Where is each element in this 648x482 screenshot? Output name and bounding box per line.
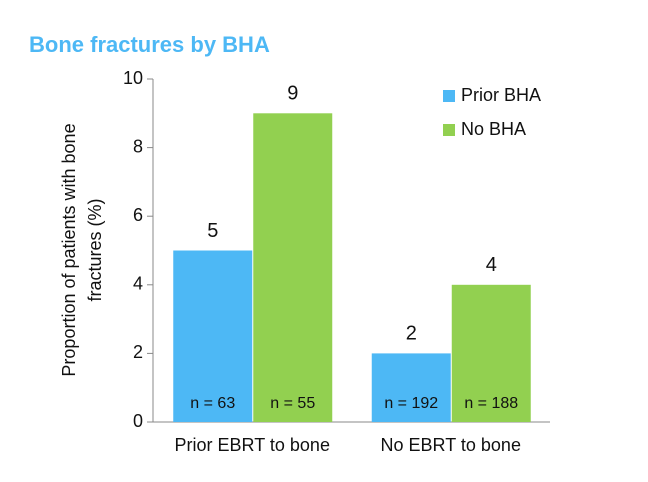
- legend-swatch: [443, 90, 455, 102]
- n-label: n = 55: [270, 395, 315, 412]
- bar: [371, 353, 451, 422]
- x-tick-label: No EBRT to bone: [381, 435, 521, 455]
- y-tick-label: 2: [133, 342, 143, 362]
- n-label: n = 188: [464, 395, 518, 412]
- legend-swatch: [443, 124, 455, 136]
- value-label: 5: [207, 220, 218, 242]
- chart-title: Bone fractures by BHA: [29, 32, 270, 57]
- bar: [451, 284, 531, 422]
- legend-label: No BHA: [461, 119, 526, 139]
- y-tick-label: 10: [123, 68, 143, 88]
- bar: [253, 113, 333, 423]
- y-tick-label: 8: [133, 136, 143, 156]
- value-label: 2: [406, 323, 417, 345]
- value-label: 9: [287, 83, 298, 105]
- y-tick-label: 4: [133, 274, 143, 294]
- bar: [173, 250, 253, 422]
- x-tick-label: Prior EBRT to bone: [175, 435, 330, 455]
- value-label: 4: [486, 254, 497, 276]
- n-label: n = 192: [384, 395, 438, 412]
- legend-label: Prior BHA: [461, 85, 541, 105]
- n-label: n = 63: [190, 395, 235, 412]
- y-axis-label: Proportion of patients with bone: [59, 123, 79, 376]
- y-tick-label: 0: [133, 411, 143, 431]
- y-tick-label: 6: [133, 205, 143, 225]
- y-axis-label: fractures (%): [85, 198, 105, 301]
